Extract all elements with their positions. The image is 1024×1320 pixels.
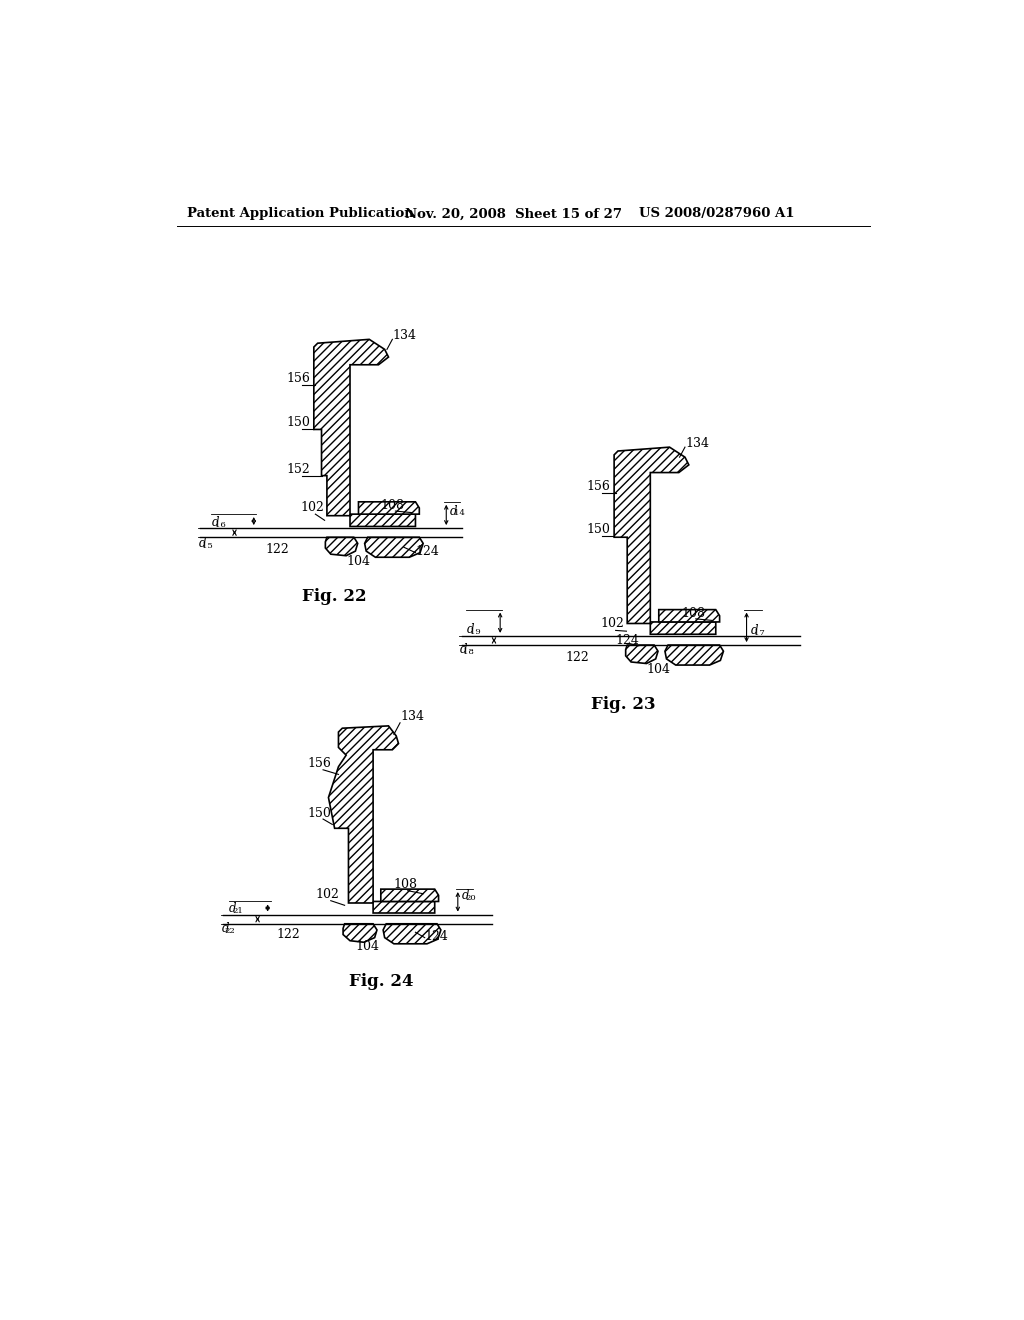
Text: 108: 108: [394, 878, 418, 891]
Text: 22: 22: [225, 927, 236, 935]
Text: d: d: [451, 504, 458, 517]
Text: 156: 156: [587, 479, 610, 492]
Text: d: d: [462, 888, 469, 902]
Polygon shape: [614, 447, 716, 635]
Text: 18: 18: [463, 648, 474, 656]
Text: 108: 108: [681, 607, 706, 619]
Text: 104: 104: [346, 554, 370, 568]
Text: 19: 19: [470, 628, 480, 636]
Text: 122: 122: [565, 651, 590, 664]
Text: Nov. 20, 2008  Sheet 15 of 27: Nov. 20, 2008 Sheet 15 of 27: [404, 207, 622, 220]
Text: d: d: [229, 902, 237, 915]
Polygon shape: [313, 339, 416, 527]
Text: 150: 150: [587, 524, 610, 536]
Text: 17: 17: [754, 628, 765, 636]
Polygon shape: [329, 726, 435, 913]
Polygon shape: [626, 645, 658, 664]
Text: 102: 102: [315, 887, 339, 900]
Polygon shape: [343, 924, 377, 942]
Text: Fig. 22: Fig. 22: [302, 589, 367, 605]
Text: 150: 150: [307, 807, 332, 820]
Text: 134: 134: [685, 437, 709, 450]
Text: Patent Application Publication: Patent Application Publication: [186, 207, 414, 220]
Text: 156: 156: [286, 372, 310, 384]
Text: 122: 122: [265, 544, 289, 557]
Text: US 2008/0287960 A1: US 2008/0287960 A1: [639, 207, 795, 220]
Text: 122: 122: [276, 928, 301, 941]
Text: 156: 156: [307, 756, 332, 770]
Text: 104: 104: [646, 663, 671, 676]
Text: 124: 124: [416, 545, 439, 558]
Polygon shape: [665, 645, 724, 665]
Polygon shape: [658, 610, 720, 622]
Text: 150: 150: [286, 416, 310, 429]
Text: 134: 134: [400, 710, 424, 723]
Text: d: d: [460, 643, 467, 656]
Polygon shape: [326, 537, 357, 556]
Text: d: d: [211, 516, 219, 529]
Polygon shape: [381, 890, 438, 902]
Polygon shape: [358, 502, 419, 515]
Text: 124: 124: [615, 634, 640, 647]
Text: 15: 15: [202, 541, 212, 549]
Text: 14: 14: [454, 510, 465, 517]
Text: 102: 102: [300, 502, 324, 513]
Text: 21: 21: [232, 907, 244, 915]
Text: 102: 102: [600, 616, 625, 630]
Text: 152: 152: [286, 462, 310, 475]
Polygon shape: [365, 537, 423, 557]
Text: d: d: [221, 921, 229, 935]
Text: 108: 108: [381, 499, 404, 512]
Text: d: d: [466, 623, 474, 636]
Text: 134: 134: [392, 330, 417, 342]
Text: d: d: [199, 537, 206, 550]
Text: Fig. 24: Fig. 24: [348, 973, 413, 990]
Text: 104: 104: [355, 940, 380, 953]
Text: 16: 16: [215, 521, 225, 529]
Text: d: d: [751, 624, 758, 638]
Text: 20: 20: [465, 894, 476, 902]
Polygon shape: [383, 924, 441, 944]
Text: Fig. 23: Fig. 23: [591, 696, 655, 713]
Text: 124: 124: [425, 931, 449, 942]
